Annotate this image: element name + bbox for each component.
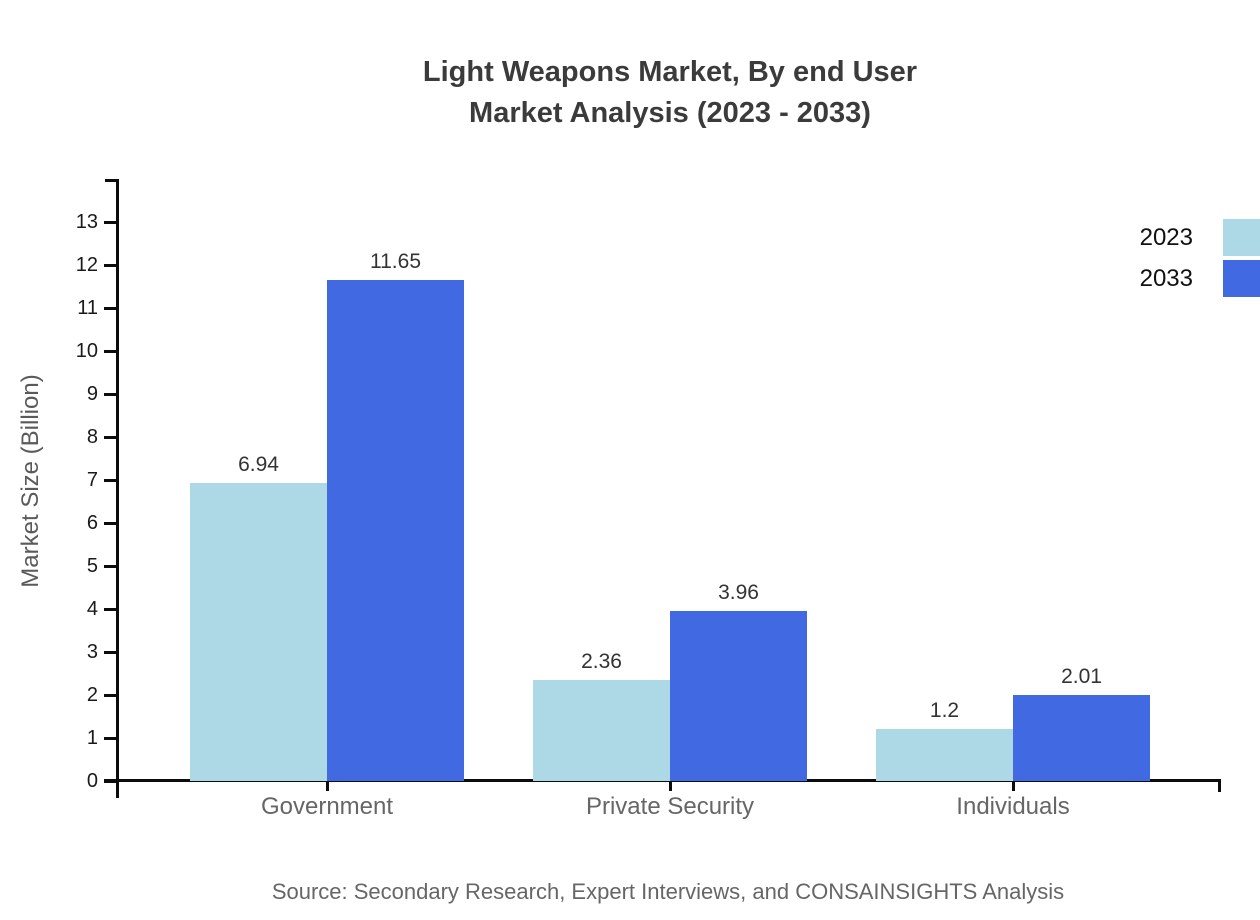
y-tick <box>104 479 117 482</box>
y-tick-label: 6 <box>86 512 98 534</box>
y-tick-label: 12 <box>75 254 98 276</box>
legend-item: 2033 <box>1120 260 1260 297</box>
bar-2033-private-security <box>670 610 807 781</box>
y-tick <box>104 350 117 353</box>
y-tick-label: 11 <box>77 297 98 319</box>
chart-title-line2: Market Analysis (2023 - 2033) <box>469 97 871 129</box>
legend-label: 2033 <box>1139 264 1193 292</box>
value-label: 2.01 <box>1061 664 1102 688</box>
y-tick-label: 7 <box>86 469 98 491</box>
category-label: Individuals <box>956 793 1070 820</box>
y-tick <box>104 393 117 396</box>
chart-title-line1: Light Weapons Market, By end User <box>422 56 918 88</box>
y-tick <box>104 651 117 654</box>
y-axis-line <box>116 179 119 798</box>
y-tick <box>104 221 117 224</box>
y-tick-label: 9 <box>86 383 98 405</box>
x-tick <box>669 782 672 791</box>
bar-2023-government <box>190 482 327 781</box>
y-tick-label: 2 <box>86 684 98 706</box>
source-note: Source: Secondary Research, Expert Inter… <box>271 879 1065 904</box>
value-label: 6.94 <box>238 452 279 476</box>
y-tick-label: 13 <box>75 211 98 233</box>
y-tick-label: 5 <box>86 555 98 577</box>
y-tick <box>104 307 117 310</box>
legend: 2023 2033 <box>1120 219 1260 301</box>
category-label: Government <box>260 793 394 820</box>
legend-swatch <box>1223 260 1260 297</box>
x-tick <box>326 782 329 791</box>
y-tick <box>104 780 117 783</box>
y-tick-label: 10 <box>75 340 98 362</box>
y-tick <box>104 264 117 267</box>
y-tick <box>104 565 117 568</box>
value-label: 2.36 <box>581 649 622 673</box>
y-tick <box>104 522 117 525</box>
legend-swatch <box>1223 219 1260 256</box>
bar-2033-government <box>327 280 464 781</box>
category-label: Private Security <box>585 793 755 820</box>
y-axis-top-cap <box>105 179 117 182</box>
legend-item: 2023 <box>1120 219 1260 256</box>
bar-2033-individuals <box>1013 694 1150 781</box>
bar-2023-individuals <box>876 729 1013 781</box>
value-label: 3.96 <box>718 580 759 604</box>
y-tick <box>104 694 117 697</box>
legend-label: 2023 <box>1139 223 1193 251</box>
y-tick-label: 4 <box>86 598 98 620</box>
y-tick-label: 3 <box>86 641 98 663</box>
chart-title: Light Weapons Market, By end User Market… <box>80 52 1260 134</box>
y-tick <box>104 436 117 439</box>
value-label: 1.2 <box>929 699 960 723</box>
y-tick-label: 1 <box>86 727 98 749</box>
x-tick <box>1012 782 1015 791</box>
y-tick-label: 0 <box>86 770 98 792</box>
value-label: 11.65 <box>370 250 421 274</box>
bar-2023-private-security <box>533 679 670 781</box>
x-axis-end-cap <box>1218 779 1221 792</box>
y-tick <box>104 737 117 740</box>
y-tick <box>104 608 117 611</box>
y-tick-label: 8 <box>86 426 98 448</box>
